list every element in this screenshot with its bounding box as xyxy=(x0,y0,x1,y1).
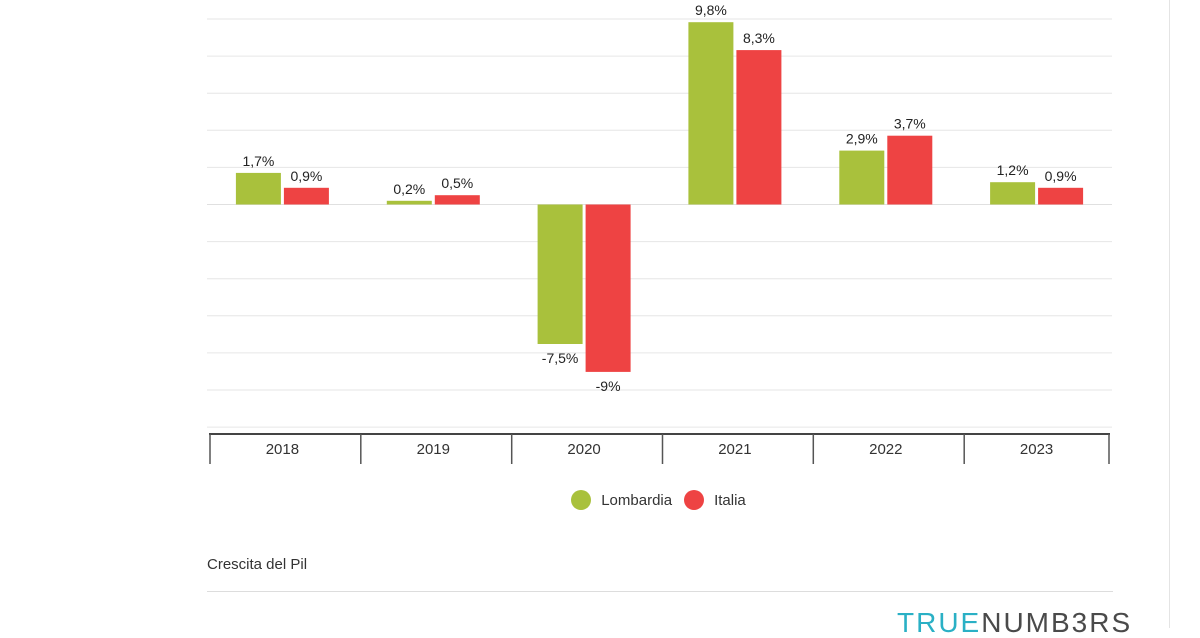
value-label-italia-2019: 0,5% xyxy=(441,175,473,191)
value-label-lombardia-2018: 1,7% xyxy=(242,153,274,169)
brand-logo-part1: TRUE xyxy=(897,607,982,638)
value-label-italia-2023: 0,9% xyxy=(1045,168,1077,184)
bar-lombardia-2019[interactable] xyxy=(386,200,432,205)
value-label-italia-2020: -9% xyxy=(596,378,621,394)
grid-lines xyxy=(207,18,1112,428)
value-label-italia-2018: 0,9% xyxy=(290,168,322,184)
bar-italia-2018[interactable] xyxy=(283,187,329,205)
bar-lombardia-2023[interactable] xyxy=(990,182,1036,205)
bar-italia-2019[interactable] xyxy=(434,195,480,205)
bar-italia-2023[interactable] xyxy=(1038,187,1084,205)
legend-item-italia[interactable]: Italia xyxy=(684,490,746,510)
bar-lombardia-2022[interactable] xyxy=(839,150,885,205)
bar-italia-2021[interactable] xyxy=(736,50,782,205)
bar-lombardia-2018[interactable] xyxy=(235,172,281,205)
value-label-lombardia-2022: 2,9% xyxy=(846,131,878,147)
x-tick-label-2021: 2021 xyxy=(718,441,751,458)
legend-swatch-lombardia xyxy=(571,490,592,510)
value-label-italia-2022: 3,7% xyxy=(894,116,926,132)
bar-italia-2020[interactable] xyxy=(585,204,631,372)
value-label-lombardia-2020: -7,5% xyxy=(542,350,579,366)
legend-label-italia: Italia xyxy=(714,491,746,509)
right-border xyxy=(1169,0,1170,628)
legend-label-lombardia: Lombardia xyxy=(601,491,673,509)
value-label-italia-2021: 8,3% xyxy=(743,30,775,46)
x-tick-label-2020: 2020 xyxy=(567,441,600,458)
value-label-lombardia-2021: 9,8% xyxy=(695,2,727,18)
value-labels: 1,7% 0,9% 0,2% 0,5% -7,5% -9% 9,8% 8,3% 2,9% 3,7%… xyxy=(242,2,1076,394)
bar-lombardia-2020[interactable] xyxy=(537,204,583,345)
brand-logo-part2: NUMB3RS xyxy=(981,607,1133,638)
bars xyxy=(235,22,1084,372)
legend-swatch-italia xyxy=(684,490,705,510)
legend: Lombardia Italia xyxy=(0,490,1200,510)
value-label-lombardia-2019: 0,2% xyxy=(393,181,425,197)
legend-item-lombardia[interactable]: Lombardia xyxy=(571,490,672,510)
value-label-lombardia-2023: 1,2% xyxy=(997,162,1029,178)
chart-caption: Crescita del Pil xyxy=(207,556,308,573)
caption-divider xyxy=(207,591,1113,592)
x-tick-label-2022: 2022 xyxy=(869,441,902,458)
brand-logo: TRUENUMB3RS xyxy=(897,608,1132,638)
x-axis: 2018 2019 2020 2021 2022 2023 xyxy=(209,433,1110,464)
bar-italia-2022[interactable] xyxy=(887,135,933,205)
x-tick-label-2019: 2019 xyxy=(417,441,450,458)
bar-lombardia-2021[interactable] xyxy=(688,22,734,205)
x-tick-label-2023: 2023 xyxy=(1020,441,1053,458)
x-tick-label-2018: 2018 xyxy=(266,441,299,458)
